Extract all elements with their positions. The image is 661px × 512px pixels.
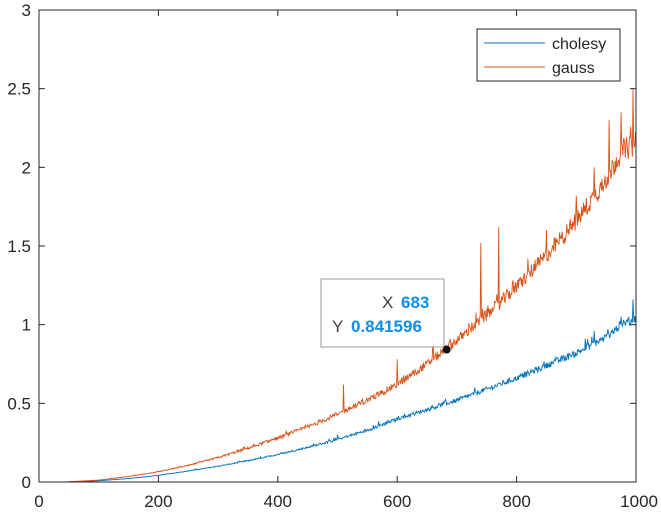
legend-label-cholesy: cholesy — [552, 36, 606, 53]
series-line-gauss — [68, 88, 637, 483]
y-tick-label: 2.5 — [7, 80, 31, 99]
series-line-cholesy — [68, 299, 637, 483]
x-tick-label: 0 — [34, 492, 43, 511]
y-tick-label: 3 — [22, 1, 31, 20]
y-tick-label: 2 — [22, 158, 31, 177]
data-tip-y-key: Y — [332, 317, 343, 336]
x-tick-label: 1000 — [620, 492, 658, 511]
data-tip-x-value: 683 — [401, 293, 429, 312]
y-tick-label: 0 — [22, 473, 31, 492]
x-tick-label: 600 — [383, 492, 411, 511]
legend: cholesy gauss — [476, 28, 621, 82]
data-tip-y-value: 0.841596 — [351, 317, 422, 336]
legend-box — [476, 28, 621, 82]
data-tip-marker[interactable] — [442, 345, 451, 354]
legend-label-gauss: gauss — [552, 60, 595, 77]
y-tick-label: 1.5 — [7, 237, 31, 256]
data-tip-box — [320, 278, 445, 348]
data-tip-x-key: X — [382, 293, 393, 312]
x-tick-label: 200 — [144, 492, 172, 511]
series-layer — [68, 88, 637, 483]
y-tick-label: 0.5 — [7, 394, 31, 413]
x-tick-label: 800 — [502, 492, 530, 511]
data-tip[interactable]: X 683 Y 0.841596 — [320, 278, 451, 354]
tick-layer: 0 200 400 600 800 1000 0 0.5 1 1.5 2 2.5 3 — [7, 1, 658, 511]
y-tick-label: 1 — [22, 316, 31, 335]
x-tick-label: 400 — [264, 492, 292, 511]
